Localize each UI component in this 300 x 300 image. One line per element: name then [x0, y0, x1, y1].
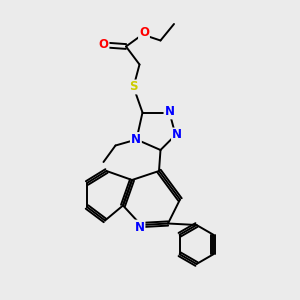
Text: N: N — [164, 105, 175, 119]
Text: N: N — [131, 133, 141, 146]
Text: S: S — [129, 80, 138, 94]
Text: O: O — [139, 26, 149, 40]
Text: N: N — [172, 128, 182, 142]
Text: N: N — [134, 220, 145, 234]
Text: O: O — [98, 38, 109, 52]
